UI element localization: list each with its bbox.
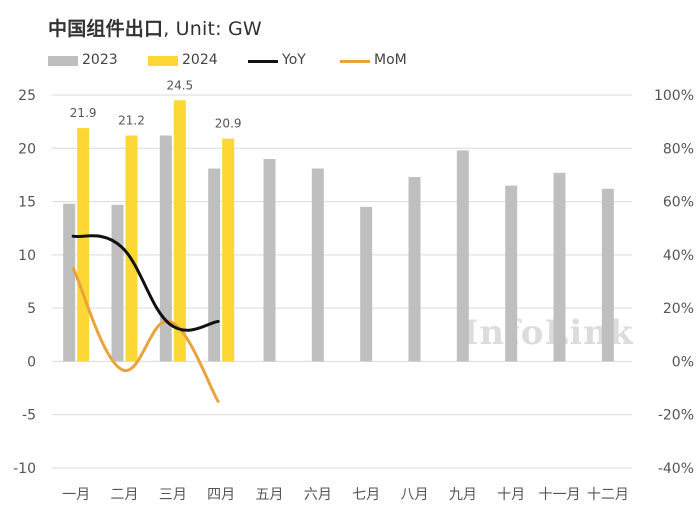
y-right-tick-label: -40% xyxy=(658,461,694,477)
legend-swatch-yoy xyxy=(248,60,278,63)
y-right-tick-label: 20% xyxy=(663,301,694,317)
data-label-2024: 20.9 xyxy=(215,117,242,131)
bar-2023 xyxy=(360,206,373,362)
y-left-tick-label: 10 xyxy=(18,248,36,264)
bar-2023 xyxy=(456,150,469,362)
x-tick-label: 一月 xyxy=(62,487,90,503)
x-tick-label: 十月 xyxy=(497,487,525,503)
legend-swatch-2024 xyxy=(148,56,178,66)
y-left-tick-label: -10 xyxy=(13,461,36,477)
legend-swatch-2023 xyxy=(48,56,78,66)
data-label-2024: 21.9 xyxy=(70,106,97,120)
y-right-tick-label: 0% xyxy=(672,354,694,370)
x-tick-label: 六月 xyxy=(304,487,332,503)
bar-2023 xyxy=(601,188,614,362)
x-tick-label: 三月 xyxy=(159,487,187,503)
x-tick-label: 九月 xyxy=(449,487,477,503)
bar-2023 xyxy=(159,135,172,362)
y-right-tick-label: 80% xyxy=(663,141,694,157)
legend-label-2024: 2024 xyxy=(182,52,218,68)
bar-2023 xyxy=(208,168,221,362)
chart-title: 中国组件出口, Unit: GW xyxy=(48,14,262,41)
x-tick-label: 十二月 xyxy=(587,487,629,503)
y-right-tick-label: 100% xyxy=(654,88,694,104)
y-left-tick-label: 5 xyxy=(27,301,36,317)
bar-2024 xyxy=(222,138,235,362)
x-tick-label: 四月 xyxy=(207,487,235,503)
y-left-tick-label: 0 xyxy=(27,354,36,370)
y-left-tick-label: 20 xyxy=(18,141,36,157)
data-label-2024: 21.2 xyxy=(118,113,145,127)
x-tick-label: 七月 xyxy=(352,487,380,503)
bar-2023 xyxy=(505,185,518,362)
line-yoy xyxy=(71,234,220,332)
legend-label-mom: MoM xyxy=(374,52,407,68)
bar-2024 xyxy=(77,128,90,362)
line-mom xyxy=(71,266,220,403)
x-tick-label: 十一月 xyxy=(539,487,581,503)
y-right-tick-label: -20% xyxy=(658,408,694,424)
y-right-tick-label: 40% xyxy=(663,248,694,264)
x-tick-label: 八月 xyxy=(401,487,429,503)
y-left-tick-label: 15 xyxy=(18,195,36,211)
data-label-2024: 24.5 xyxy=(166,78,193,92)
legend-label-yoy: YoY xyxy=(282,52,306,68)
y-left-tick-label: 25 xyxy=(18,88,36,104)
bar-2023 xyxy=(63,203,76,362)
y-left-tick-label: -5 xyxy=(22,408,36,424)
bar-2023 xyxy=(111,204,124,362)
legend-label-2023: 2023 xyxy=(82,52,118,68)
legend-swatch-mom xyxy=(340,60,370,63)
x-tick-label: 五月 xyxy=(256,487,284,503)
bar-2023 xyxy=(408,177,421,362)
y-right-tick-label: 60% xyxy=(663,195,694,211)
x-tick-label: 二月 xyxy=(111,487,139,503)
bar-2023 xyxy=(311,168,324,362)
chart-title-unit: , Unit: GW xyxy=(163,18,262,40)
bar-2023 xyxy=(553,172,566,362)
bar-2024 xyxy=(125,135,138,362)
bar-2024 xyxy=(173,100,186,362)
bar-2023 xyxy=(263,158,276,362)
chart-title-main: 中国组件出口 xyxy=(48,18,164,40)
